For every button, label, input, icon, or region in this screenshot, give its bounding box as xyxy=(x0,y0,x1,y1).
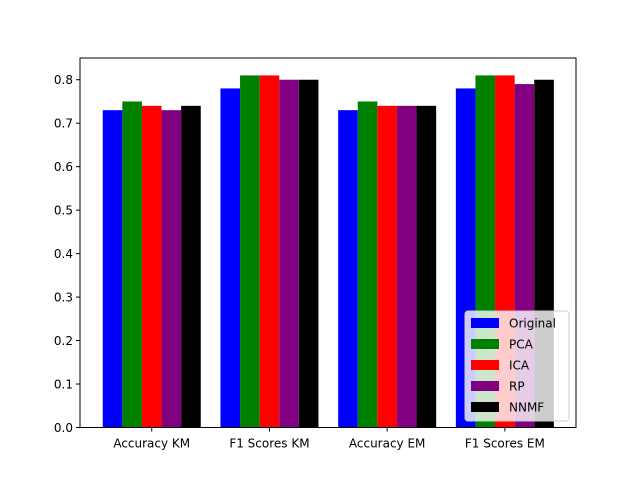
legend-swatch-original xyxy=(471,318,499,328)
x-tick-label: Accuracy EM xyxy=(349,437,426,451)
bar-rp-2 xyxy=(396,105,417,428)
y-tick-label: 0.7 xyxy=(54,117,73,131)
y-tick-label: 0.5 xyxy=(54,204,73,218)
bar-nnmf-1 xyxy=(298,79,319,428)
bar-original-1 xyxy=(220,88,241,428)
plot-frame xyxy=(79,57,577,428)
y-tick-label: 0.4 xyxy=(54,247,73,261)
bar-rp-0 xyxy=(161,110,182,428)
y-tick-label: 0.8 xyxy=(54,73,73,87)
x-tick-label: F1 Scores KM xyxy=(229,437,309,451)
legend-label-rp: RP xyxy=(509,380,525,394)
legend-box xyxy=(464,310,570,422)
bar-pca-0 xyxy=(122,101,142,428)
bar-ica-1 xyxy=(259,75,280,428)
legend-label-pca: PCA xyxy=(509,338,534,352)
y-tick-label: 0.6 xyxy=(54,160,73,174)
bar-original-2 xyxy=(338,110,358,428)
legend-swatch-nnmf xyxy=(471,402,499,412)
x-tick-label: F1 Scores EM xyxy=(465,437,545,451)
legend-swatch-rp xyxy=(471,381,499,391)
bars-layer xyxy=(102,75,554,428)
bar-ica-0 xyxy=(141,105,162,428)
y-tick-label: 0.0 xyxy=(54,421,73,435)
bar-pca-1 xyxy=(240,75,260,428)
legend: Original PCA ICA RP NNMF xyxy=(464,310,570,422)
bar-ica-2 xyxy=(377,105,397,428)
y-tick-label: 0.3 xyxy=(54,291,73,305)
x-tick-label: Accuracy KM xyxy=(113,437,190,451)
bar-nnmf-2 xyxy=(416,105,437,428)
legend-swatch-ica xyxy=(471,360,499,370)
bar-pca-2 xyxy=(357,101,378,428)
x-axis: Accuracy KM F1 Scores KM Accuracy EM F1 Sco… xyxy=(113,427,545,451)
legend-label-ica: ICA xyxy=(509,359,530,373)
legend-label-original: Original xyxy=(509,317,556,331)
legend-swatch-pca xyxy=(471,339,499,349)
y-tick-label: 0.2 xyxy=(54,334,73,348)
y-axis: 0.0 0.1 0.2 0.3 0.4 0.5 0.6 0.7 0.8 xyxy=(54,73,80,435)
y-tick-label: 0.1 xyxy=(54,378,73,392)
bar-original-0 xyxy=(102,110,123,428)
bar-nnmf-0 xyxy=(181,105,201,428)
bar-rp-1 xyxy=(279,79,299,428)
legend-label-nnmf: NNMF xyxy=(509,401,544,415)
